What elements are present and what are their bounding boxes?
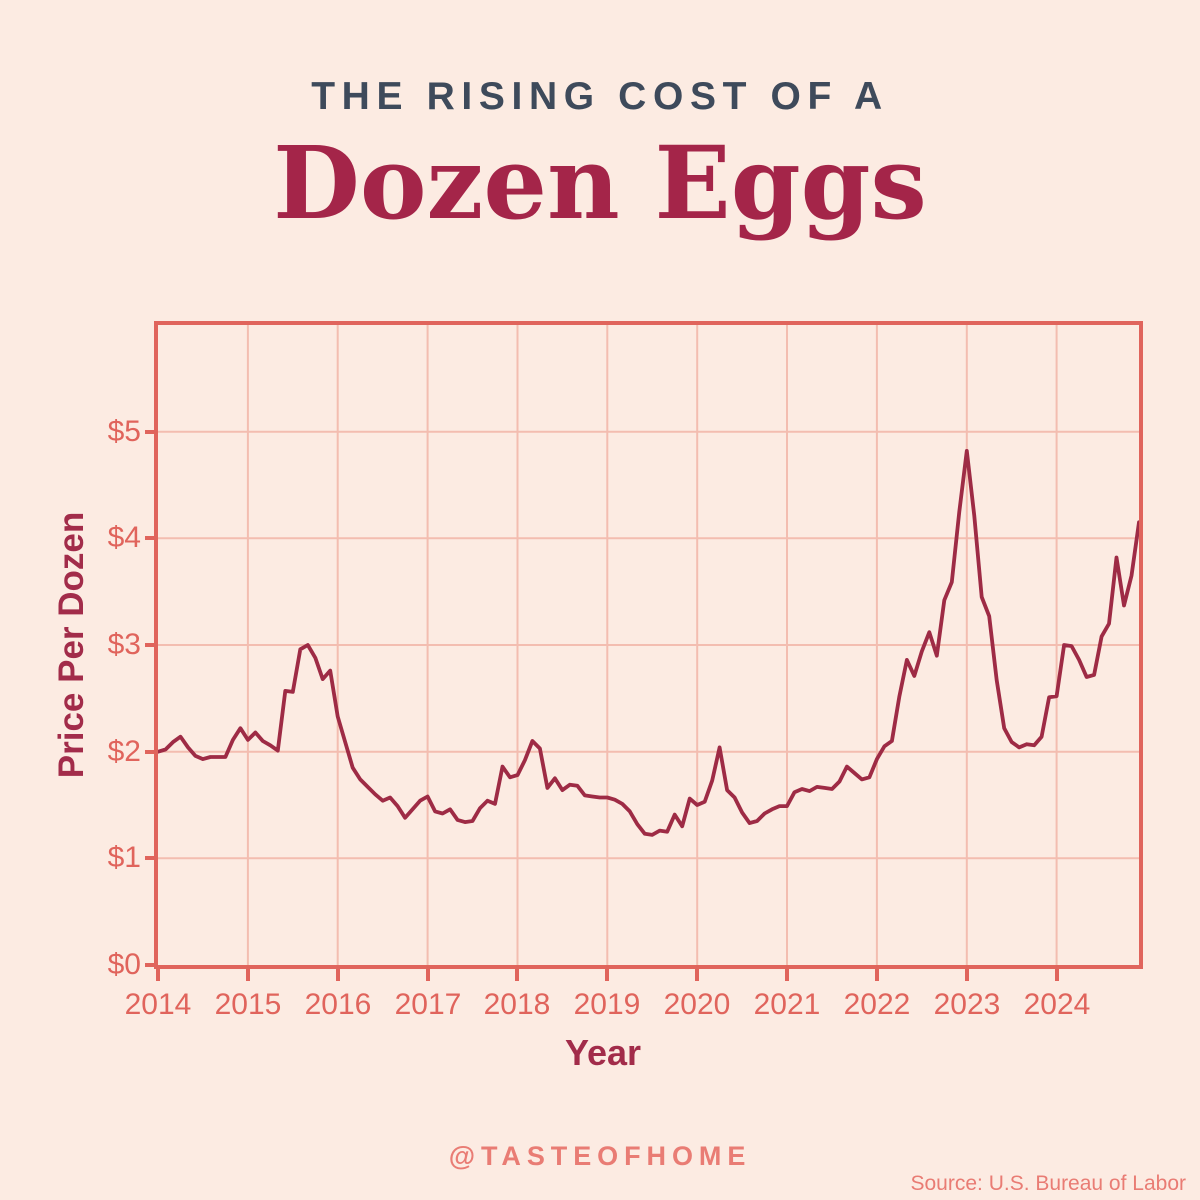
x-axis-tick (336, 969, 340, 981)
x-tick-label: 2019 (573, 988, 641, 1021)
x-axis-tick (426, 969, 430, 981)
x-tick-label: 2023 (933, 988, 1001, 1021)
x-axis-tick (785, 969, 789, 981)
x-axis-tick (1055, 969, 1059, 981)
x-tick-label: 2014 (124, 988, 192, 1021)
y-tick-label: $5 (107, 415, 141, 448)
y-axis-tick (145, 963, 157, 967)
y-axis-tick (145, 856, 157, 860)
chart-title-main: Dozen Eggs (273, 124, 927, 242)
y-axis-tick (145, 750, 157, 754)
x-tick-label: 2017 (394, 988, 462, 1021)
x-axis-tick (875, 969, 879, 981)
plot-area (154, 321, 1143, 969)
x-axis-tick (156, 969, 160, 981)
x-tick-label: 2022 (843, 988, 911, 1021)
brand-handle: @TASTEOFHOME (448, 1141, 752, 1171)
x-tick-label: 2024 (1023, 988, 1091, 1021)
y-axis-tick (145, 643, 157, 647)
x-tick-label: 2018 (483, 988, 551, 1021)
y-tick-label: $2 (107, 735, 141, 768)
x-axis-title: Year (564, 1032, 642, 1073)
x-axis-tick (605, 969, 609, 981)
x-axis-tick (965, 969, 969, 981)
y-tick-label: $1 (107, 841, 141, 874)
x-axis-tick (695, 969, 699, 981)
x-tick-label: 2015 (214, 988, 282, 1021)
x-tick-label: 2016 (304, 988, 372, 1021)
y-tick-label: $3 (107, 628, 141, 661)
y-axis-title: Price Per Dozen (52, 511, 91, 779)
plot-svg (158, 325, 1139, 965)
x-axis-tick (515, 969, 519, 981)
y-tick-label: $4 (107, 521, 141, 554)
y-tick-label: $0 (107, 948, 141, 981)
chart-title-kicker: THE RISING COST OF A (311, 75, 889, 118)
y-axis-tick (145, 430, 157, 434)
price-line (158, 449, 1139, 837)
x-axis-tick (246, 969, 250, 981)
source-credit: Source: U.S. Bureau of Labor (910, 1172, 1187, 1195)
x-tick-label: 2021 (753, 988, 821, 1021)
x-tick-label: 2020 (663, 988, 731, 1021)
y-axis-tick (145, 536, 157, 540)
